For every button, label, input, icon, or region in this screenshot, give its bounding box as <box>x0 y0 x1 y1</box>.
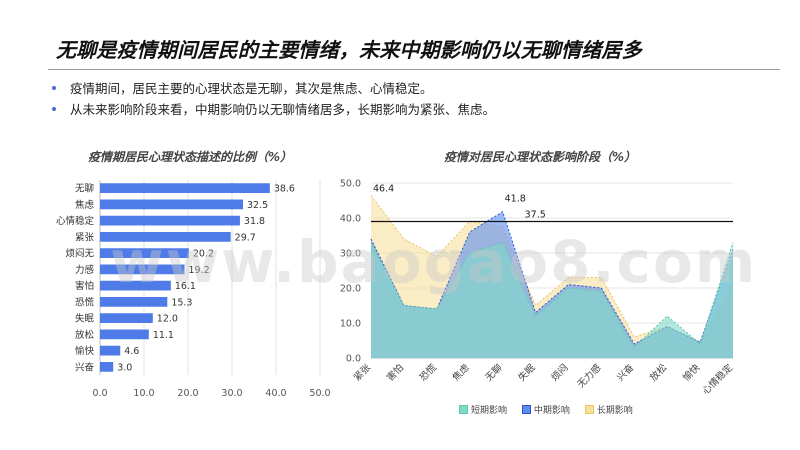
bar-value-label: 29.7 <box>235 232 256 243</box>
bar-x-tick-label: 20.0 <box>177 388 198 399</box>
bar-value-label: 3.0 <box>117 362 132 373</box>
bar-category-label: 烦闷无 <box>65 248 94 260</box>
bar-category-label: 放松 <box>75 329 95 341</box>
bar-x-tick-label: 40.0 <box>265 388 286 399</box>
area-legend: 短期影响 中期影响 长期影响 <box>459 403 645 416</box>
area-x-tick-label: 紧张 <box>352 362 374 384</box>
bullet-dot-icon <box>52 106 56 111</box>
bar-category-label: 害怕 <box>75 280 94 292</box>
area-data-label: 46.4 <box>373 184 394 195</box>
bar <box>100 329 149 340</box>
area-data-label: 37.5 <box>525 210 546 221</box>
bar-category-label: 力感 <box>75 264 95 276</box>
bar-category-label: 无聊 <box>75 183 94 195</box>
bar <box>100 232 231 242</box>
area-x-tick-label: 兴奋 <box>614 361 636 383</box>
slide-title: 无聊是疫情期间居民的主要情绪，未来中期影响仍以无聊情绪居多 <box>56 38 642 62</box>
bar-category-label: 紧张 <box>75 232 95 243</box>
bullet-list: 疫情期间，居民主要的心理状态是无聊，其次是焦虑、心情稳定。 从未来影响阶段来看，… <box>52 78 495 120</box>
bar <box>100 362 114 372</box>
bar-value-label: 4.6 <box>124 346 139 357</box>
bar-value-label: 20.2 <box>193 249 214 260</box>
bar-value-label: 15.3 <box>171 297 192 308</box>
area-data-label: 41.8 <box>505 194 526 205</box>
bar <box>100 345 121 356</box>
bullet-item: 从未来影响阶段来看，中期影响仍以无聊情绪居多，长期影响为紧张、焦虑。 <box>52 99 495 120</box>
bar-value-label: 31.8 <box>244 216 265 227</box>
bar <box>100 280 171 291</box>
bar-category-label: 失眠 <box>75 313 95 325</box>
bar-x-tick-label: 0.0 <box>92 388 107 399</box>
bar-x-tick-label: 10.0 <box>133 388 154 399</box>
area-y-tick-label: 40.0 <box>340 214 361 225</box>
area-x-tick-label: 愉快 <box>680 361 702 383</box>
legend-swatch <box>459 405 468 414</box>
title-divider <box>48 69 780 70</box>
area-y-tick-label: 50.0 <box>340 179 361 190</box>
area-series-long-outline <box>370 195 734 343</box>
bar-value-label: 19.2 <box>188 265 209 276</box>
area-x-tick-label: 焦虑 <box>450 361 472 383</box>
bar-category-label: 恐慌 <box>75 296 95 308</box>
bar-x-tick-label: 30.0 <box>221 388 242 399</box>
bar-category-label: 焦虑 <box>75 199 95 211</box>
bar-category-label: 心情稳定 <box>56 215 95 227</box>
bar <box>100 297 168 307</box>
bar-value-label: 16.1 <box>175 281 196 292</box>
bullet-dot-icon <box>52 85 56 90</box>
bar <box>100 313 153 323</box>
legend-item-mid: 中期影响 <box>521 403 570 416</box>
legend-item-long: 长期影响 <box>584 403 633 416</box>
area-series-short-outline <box>370 241 734 349</box>
area-y-tick-label: 10.0 <box>340 319 361 330</box>
area-y-tick-label: 20.0 <box>340 284 361 295</box>
area-chart-title: 疫情对居民心理状态影响阶段（%） <box>444 150 637 164</box>
area-x-tick-label: 恐慌 <box>417 361 439 383</box>
bar-value-label: 38.6 <box>274 184 295 195</box>
area-y-tick-label: 0.0 <box>346 354 361 365</box>
bar-value-label: 12.0 <box>157 314 178 325</box>
bar <box>100 183 270 193</box>
area-y-tick-label: 30.0 <box>340 249 361 260</box>
bar-category-label: 兴奋 <box>75 361 95 373</box>
bar <box>100 215 240 226</box>
area-x-tick-label: 放松 <box>647 361 669 383</box>
bar <box>100 199 243 210</box>
area-series-short <box>371 242 733 358</box>
area-x-tick-label: 烦闷 <box>549 362 571 384</box>
bar-category-label: 愉快 <box>75 345 95 357</box>
legend-item-short: 短期影响 <box>459 403 507 416</box>
watermark: www.baogao8.com <box>110 228 758 296</box>
bar <box>100 248 189 258</box>
legend-swatch <box>584 405 594 414</box>
bar-chart-title: 疫情期居民心理状态描述的比例（%） <box>88 150 293 164</box>
bar-value-label: 32.5 <box>247 200 268 211</box>
area-x-tick-label: 害怕 <box>384 362 406 384</box>
area-x-tick-label: 无聊 <box>483 362 505 384</box>
bar-value-label: 11.1 <box>153 330 174 341</box>
area-x-tick-label: 心情稳定 <box>700 361 736 397</box>
area-x-tick-label: 失眠 <box>516 361 538 383</box>
bullet-item: 疫情期间，居民主要的心理状态是无聊，其次是焦虑、心情稳定。 <box>52 78 495 99</box>
bar-x-tick-label: 50.0 <box>309 388 330 399</box>
area-x-tick-label: 无力感 <box>575 361 604 390</box>
bar <box>100 264 185 275</box>
legend-swatch <box>521 405 531 414</box>
